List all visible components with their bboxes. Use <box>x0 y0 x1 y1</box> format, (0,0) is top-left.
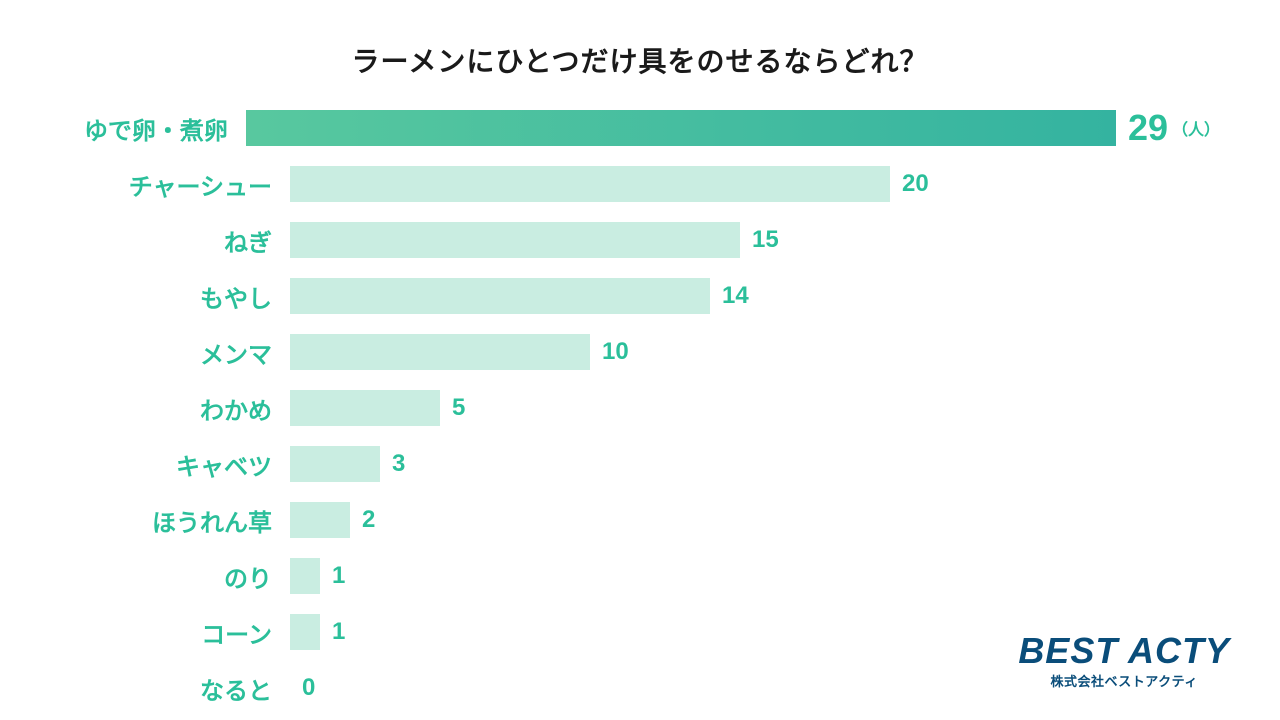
bar-value: 29 <box>1128 107 1168 149</box>
bar-area: 2 <box>290 502 1220 538</box>
company-logo: BEST ACTY 株式会社ベストアクティ <box>1018 633 1230 690</box>
bar-area: 1 <box>290 558 1220 594</box>
bar-label: なると <box>60 671 290 706</box>
bar-chart: ゆで卵・煮卵29（人）チャーシュー20ねぎ15もやし14メンマ10わかめ5キャベ… <box>60 110 1220 706</box>
bar-value: 14 <box>722 282 749 310</box>
logo-main-text: BEST ACTY <box>1018 633 1230 669</box>
bar-area: 14 <box>290 278 1220 314</box>
chart-row: ゆで卵・煮卵29（人） <box>60 110 1220 146</box>
bar-label: もやし <box>60 279 290 314</box>
bar-value: 0 <box>302 674 315 702</box>
chart-row: のり 1 <box>60 558 1220 594</box>
bar <box>290 166 890 202</box>
bar-area: 15 <box>290 222 1220 258</box>
bar-area: 5 <box>290 390 1220 426</box>
chart-row: メンマ 10 <box>60 334 1220 370</box>
bar-area: 29（人） <box>246 107 1220 149</box>
chart-row: キャベツ 3 <box>60 446 1220 482</box>
chart-row: ねぎ 15 <box>60 222 1220 258</box>
bar-label: ねぎ <box>60 223 290 258</box>
bar-label: コーン <box>60 615 290 650</box>
bar-value: 3 <box>392 450 405 478</box>
chart-container: ラーメンにひとつだけ具をのせるならどれ？ ゆで卵・煮卵29（人）チャーシュー20… <box>0 0 1280 720</box>
bar-label: チャーシュー <box>60 167 290 202</box>
logo-sub-text: 株式会社ベストアクティ <box>1018 671 1230 690</box>
chart-row: チャーシュー 20 <box>60 166 1220 202</box>
bar-label: メンマ <box>60 335 290 370</box>
bar <box>290 558 320 594</box>
bar-area: 20 <box>290 166 1220 202</box>
bar-label: わかめ <box>60 391 290 426</box>
bar-value: 10 <box>602 338 629 366</box>
chart-title: ラーメンにひとつだけ具をのせるならどれ？ <box>60 40 1220 80</box>
bar-area: 3 <box>290 446 1220 482</box>
bar-value: 5 <box>452 394 465 422</box>
bar-value: 15 <box>752 226 779 254</box>
bar <box>290 222 740 258</box>
bar-value: 2 <box>362 506 375 534</box>
bar <box>290 502 350 538</box>
bar-value: 20 <box>902 170 929 198</box>
bar <box>290 334 590 370</box>
bar <box>246 110 1116 146</box>
unit-label: （人） <box>1172 116 1220 140</box>
bar-label: キャベツ <box>60 447 290 482</box>
chart-row: もやし 14 <box>60 278 1220 314</box>
bar <box>290 278 710 314</box>
bar <box>290 446 380 482</box>
chart-row: わかめ 5 <box>60 390 1220 426</box>
chart-row: ほうれん草 2 <box>60 502 1220 538</box>
bar-area: 10 <box>290 334 1220 370</box>
bar-label: ゆで卵・煮卵 <box>60 111 246 146</box>
bar-value: 1 <box>332 618 345 646</box>
bar-label: ほうれん草 <box>60 503 290 538</box>
bar <box>290 390 440 426</box>
bar <box>290 614 320 650</box>
bar-label: のり <box>60 559 290 594</box>
bar-value: 1 <box>332 562 345 590</box>
